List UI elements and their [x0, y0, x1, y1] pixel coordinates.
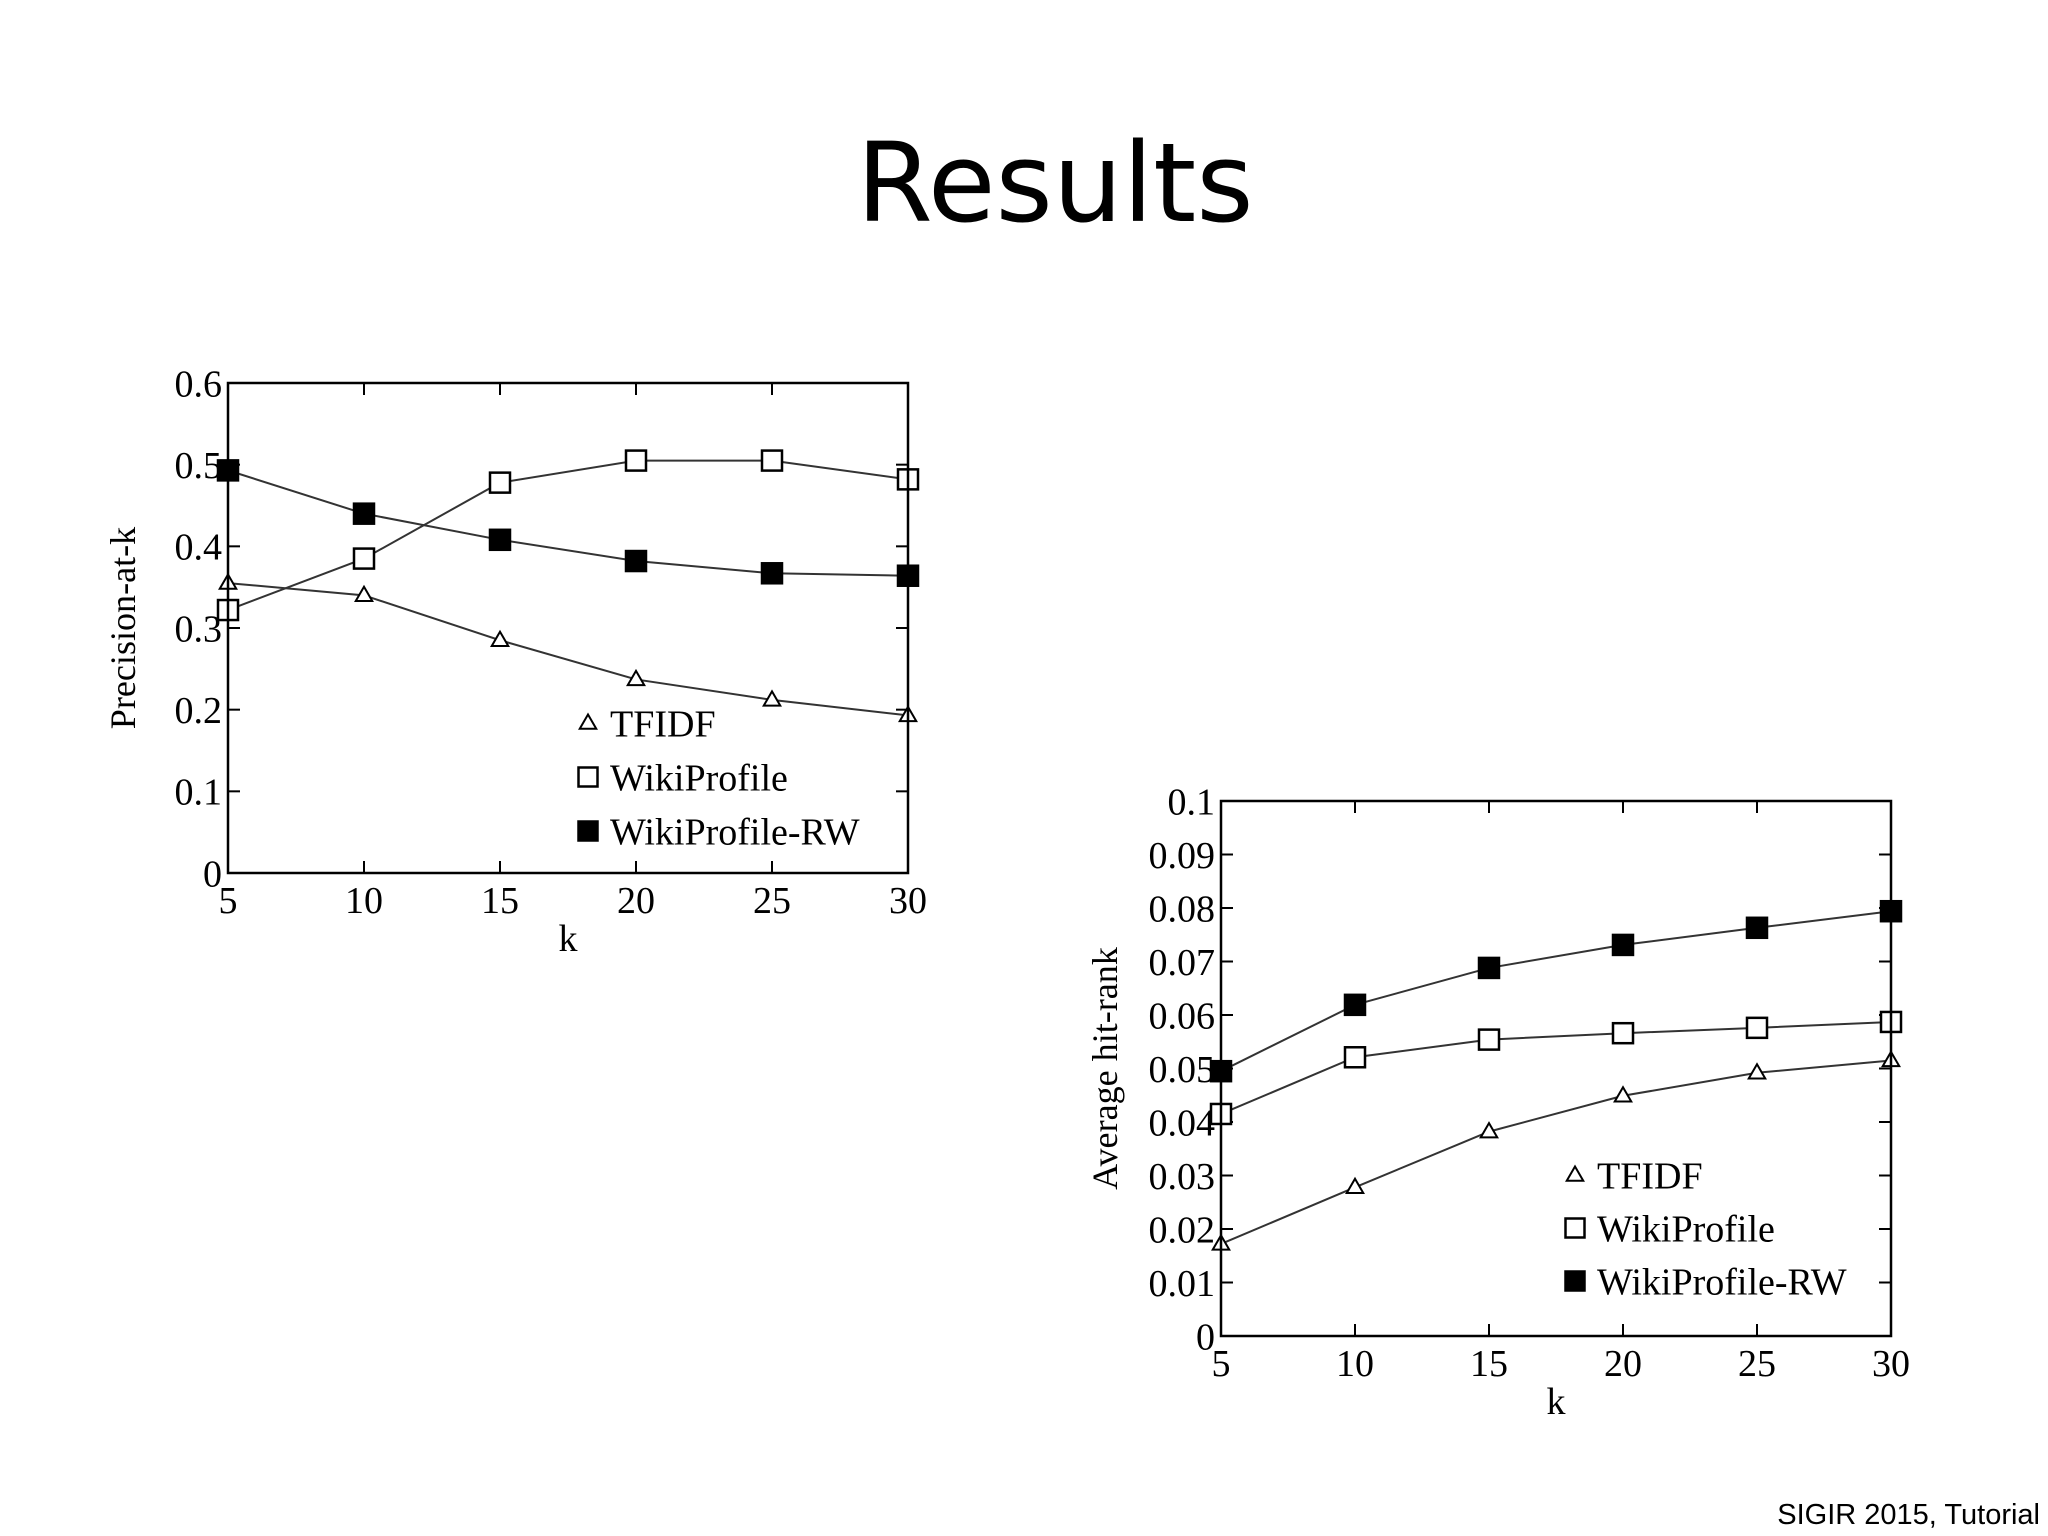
x-tick-label: 30 — [889, 880, 927, 922]
x-tick-label: 25 — [1738, 1343, 1776, 1385]
slide-footer: SIGIR 2015, Tutorial — [1777, 1499, 2040, 1531]
x-tick-label: 15 — [1470, 1343, 1508, 1385]
legend-marker — [1564, 1217, 1586, 1239]
slide-title: Results — [856, 119, 1254, 247]
x-tick-label: 5 — [219, 880, 238, 922]
data-point — [760, 449, 784, 472]
x-tick-label: 15 — [481, 880, 519, 922]
hit-rank-chart-svg: 0 0.01 0.02 0.03 0.04 0.05 0.06 0.07 0.08 0.09 0.1… — [1085, 781, 1910, 1423]
y-tick-label: 0.06 — [1149, 995, 1216, 1037]
x-tick-label: 20 — [1604, 1343, 1642, 1385]
y-tick-label: 0.08 — [1149, 888, 1216, 930]
data-point — [762, 689, 782, 707]
y-tick-label: 0.07 — [1149, 942, 1216, 984]
legend: TFIDF WikiProfile WikiProfile-RW — [1564, 1155, 1847, 1303]
precision-at-k-chart: 0 0.1 0.2 0.3 0.4 0.5 0.6 5 10 15 20 25 30 k Precision… — [95, 360, 945, 980]
y-tick-label: 0.03 — [1149, 1156, 1216, 1198]
precision-chart-svg: 0 0.1 0.2 0.3 0.4 0.5 0.6 5 10 15 20 25 30 k Precision… — [103, 363, 927, 960]
data-point — [760, 562, 784, 585]
y-tick-label: 0.4 — [175, 527, 223, 569]
data-point — [624, 549, 648, 573]
legend-marker — [1565, 1164, 1585, 1182]
x-tick-label: 5 — [1212, 1343, 1231, 1385]
legend-marker — [1564, 1270, 1586, 1292]
x-tick-label: 20 — [617, 880, 655, 922]
legend-label: TFIDF — [610, 703, 716, 745]
y-tick-label: 0 — [203, 853, 222, 895]
data-point — [1745, 916, 1769, 940]
plot-frame — [226, 381, 910, 875]
data-point — [352, 547, 376, 570]
series-line — [1220, 1059, 1892, 1245]
x-axis-label: k — [1547, 1381, 1566, 1423]
legend-label: WikiProfile-RW — [1597, 1261, 1847, 1303]
y-tick-label: 0.04 — [1149, 1102, 1216, 1144]
x-tick-label: 25 — [753, 880, 791, 922]
legend-marker — [577, 766, 599, 788]
legend-label: WikiProfile — [1597, 1208, 1775, 1250]
y-axis-label: Average hit-rank — [1085, 946, 1125, 1190]
data-point — [1745, 1016, 1769, 1040]
legend: TFIDF WikiProfile WikiProfile-RW — [577, 703, 860, 853]
y-tick-label: 0.1 — [1168, 781, 1216, 823]
data-point — [488, 528, 512, 552]
series-line — [1220, 1020, 1892, 1115]
y-tick-label: 0.2 — [175, 690, 223, 732]
series-line — [1220, 910, 1892, 1073]
x-tick-label: 10 — [345, 880, 383, 922]
y-tick-label: 0.02 — [1149, 1209, 1216, 1251]
y-tick-label: 0.6 — [175, 363, 223, 405]
data-point — [1611, 933, 1635, 957]
y-tick-label: 0.3 — [175, 608, 223, 650]
x-axis-label: k — [559, 918, 578, 960]
legend-marker — [578, 712, 598, 730]
data-point — [1611, 1021, 1635, 1045]
data-point — [1343, 993, 1367, 1017]
plot-frame — [1219, 799, 1893, 1338]
legend-marker — [577, 820, 599, 842]
x-tick-label: 10 — [1336, 1343, 1374, 1385]
y-tick-label: 0.01 — [1149, 1263, 1216, 1305]
y-tick-label: 0.5 — [175, 445, 223, 487]
data-point — [490, 629, 510, 647]
data-point — [1479, 1121, 1499, 1139]
data-point — [1613, 1085, 1633, 1103]
data-point — [624, 449, 648, 472]
y-tick-label: 0.05 — [1149, 1049, 1216, 1091]
average-hit-rank-chart: 0 0.01 0.02 0.03 0.04 0.05 0.06 0.07 0.08 0.09 0.1… — [1085, 776, 1945, 1431]
data-point — [1477, 1028, 1501, 1051]
data-point — [626, 668, 646, 687]
series-line — [227, 469, 909, 577]
data-point — [352, 502, 376, 525]
legend-label: WikiProfile-RW — [610, 811, 860, 853]
series-line — [227, 582, 909, 717]
series-line — [227, 459, 909, 611]
x-tick-label: 30 — [1872, 1343, 1910, 1385]
legend-label: TFIDF — [1597, 1155, 1703, 1197]
y-tick-label: 0.1 — [175, 772, 223, 814]
data-point — [488, 471, 512, 494]
y-tick-label: 0 — [1196, 1316, 1215, 1358]
data-point — [1747, 1062, 1767, 1080]
y-axis-label: Precision-at-k — [103, 526, 143, 729]
data-point — [1477, 956, 1501, 980]
data-point — [1343, 1046, 1367, 1069]
legend-label: WikiProfile — [610, 757, 788, 799]
data-point — [1345, 1176, 1365, 1194]
y-tick-label: 0.09 — [1149, 835, 1216, 877]
data-point — [354, 584, 374, 603]
